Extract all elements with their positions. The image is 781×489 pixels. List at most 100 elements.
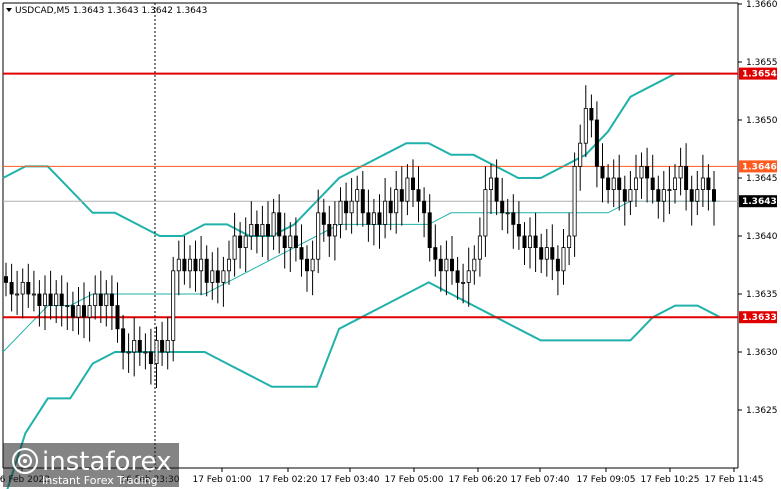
candle-body <box>561 247 566 272</box>
candle-body <box>171 270 176 341</box>
candlesticks <box>4 85 717 388</box>
candle-body <box>43 293 48 307</box>
candle-body <box>143 351 148 354</box>
candle-body <box>422 200 427 214</box>
candle-body <box>567 235 572 249</box>
candle-body <box>455 270 460 283</box>
candle-body <box>528 235 533 249</box>
candle-body <box>477 235 482 260</box>
price-tick-label: 1.3660 <box>746 0 778 10</box>
chevron-down-icon[interactable] <box>6 8 12 12</box>
candle-body <box>539 247 544 260</box>
candle-body <box>650 177 655 191</box>
candle-body <box>572 165 577 237</box>
candle-body <box>187 258 192 272</box>
candle-body <box>611 177 616 191</box>
candle-body <box>700 177 705 191</box>
candle-body <box>20 281 25 295</box>
candle-body <box>76 305 81 318</box>
candle-body <box>304 258 309 272</box>
candle-body <box>656 189 661 202</box>
candle-body <box>622 189 627 202</box>
candle-body <box>667 189 672 192</box>
candle-body <box>639 165 644 179</box>
candle-body <box>550 247 555 260</box>
candle-body <box>9 281 14 295</box>
brand-name: instaforex <box>42 447 171 477</box>
candle-body <box>511 212 516 225</box>
symbol-info: USDCAD,M5 1.3643 1.3643 1.3642 1.3643 <box>15 6 207 16</box>
candle-body <box>126 351 131 354</box>
candle-body <box>399 189 404 202</box>
middle-band-line <box>2 200 720 353</box>
candle-body <box>109 293 114 307</box>
candle-body <box>673 177 678 191</box>
candle-body <box>48 293 53 307</box>
level-price-badge <box>739 67 777 80</box>
candle-body <box>4 276 9 283</box>
candle-body <box>199 258 204 272</box>
price-tick-label: 1.3625 <box>746 406 778 416</box>
candle-body <box>249 223 254 237</box>
candle-body <box>277 212 282 237</box>
candle-body <box>344 200 349 214</box>
level-price-badge <box>739 160 777 173</box>
candle-body <box>238 235 243 249</box>
time-tick-label: 17 Feb 05:00 <box>384 475 443 485</box>
candle-body <box>148 351 153 365</box>
candle-body <box>578 142 583 167</box>
candle-body <box>288 235 293 249</box>
candle-body <box>695 189 700 202</box>
candle-body <box>645 165 650 179</box>
candle-body <box>132 339 137 353</box>
candle-body <box>712 189 717 202</box>
candle-body <box>405 177 410 202</box>
candle-body <box>221 270 226 283</box>
candle-body <box>617 177 622 191</box>
candle-body <box>488 177 493 191</box>
price-axis: 1.3660 1.3655 1.3650 1.3645 1.3640 1.3635 1.36… <box>738 0 778 416</box>
candle-body <box>54 293 59 307</box>
candle-body <box>678 165 683 179</box>
candle-body <box>438 258 443 272</box>
candle-body <box>115 305 120 330</box>
candle-body <box>472 258 477 272</box>
candle-body <box>383 200 388 225</box>
brand-tagline: Instant Forex Trading <box>42 474 158 487</box>
candle-body <box>65 305 70 308</box>
candle-body <box>299 247 304 260</box>
candle-body <box>87 305 92 318</box>
time-tick-label: 17 Feb 01:00 <box>192 475 251 485</box>
candle-body <box>466 270 471 283</box>
candle-body <box>338 200 343 225</box>
candle-body <box>232 235 237 260</box>
candle-body <box>600 165 605 179</box>
candle-body <box>661 189 666 202</box>
candle-body <box>316 212 321 260</box>
candle-body <box>176 258 181 272</box>
candle-body <box>416 189 421 202</box>
candle-body <box>366 212 371 225</box>
candle-body <box>254 223 259 237</box>
price-tick-label: 1.3630 <box>746 348 778 358</box>
candle-body <box>327 223 332 237</box>
candle-body <box>349 200 354 214</box>
candle-body <box>98 293 103 307</box>
candle-body <box>82 305 87 318</box>
candle-body <box>628 189 633 202</box>
time-tick-label: 17 Feb 07:40 <box>510 475 569 485</box>
price-tick-label: 1.3655 <box>746 58 778 68</box>
candle-body <box>433 247 438 260</box>
price-tick-label: 1.3635 <box>746 290 778 300</box>
candle-body <box>606 177 611 191</box>
candle-body <box>410 177 415 191</box>
candle-body <box>516 223 521 237</box>
candle-body <box>160 339 165 353</box>
time-tick-label: 17 Feb 11:45 <box>704 475 763 485</box>
candle-body <box>26 281 31 295</box>
time-tick-label: 17 Feb 03:40 <box>320 475 379 485</box>
candle-body <box>104 293 109 307</box>
candle-body <box>449 258 454 272</box>
